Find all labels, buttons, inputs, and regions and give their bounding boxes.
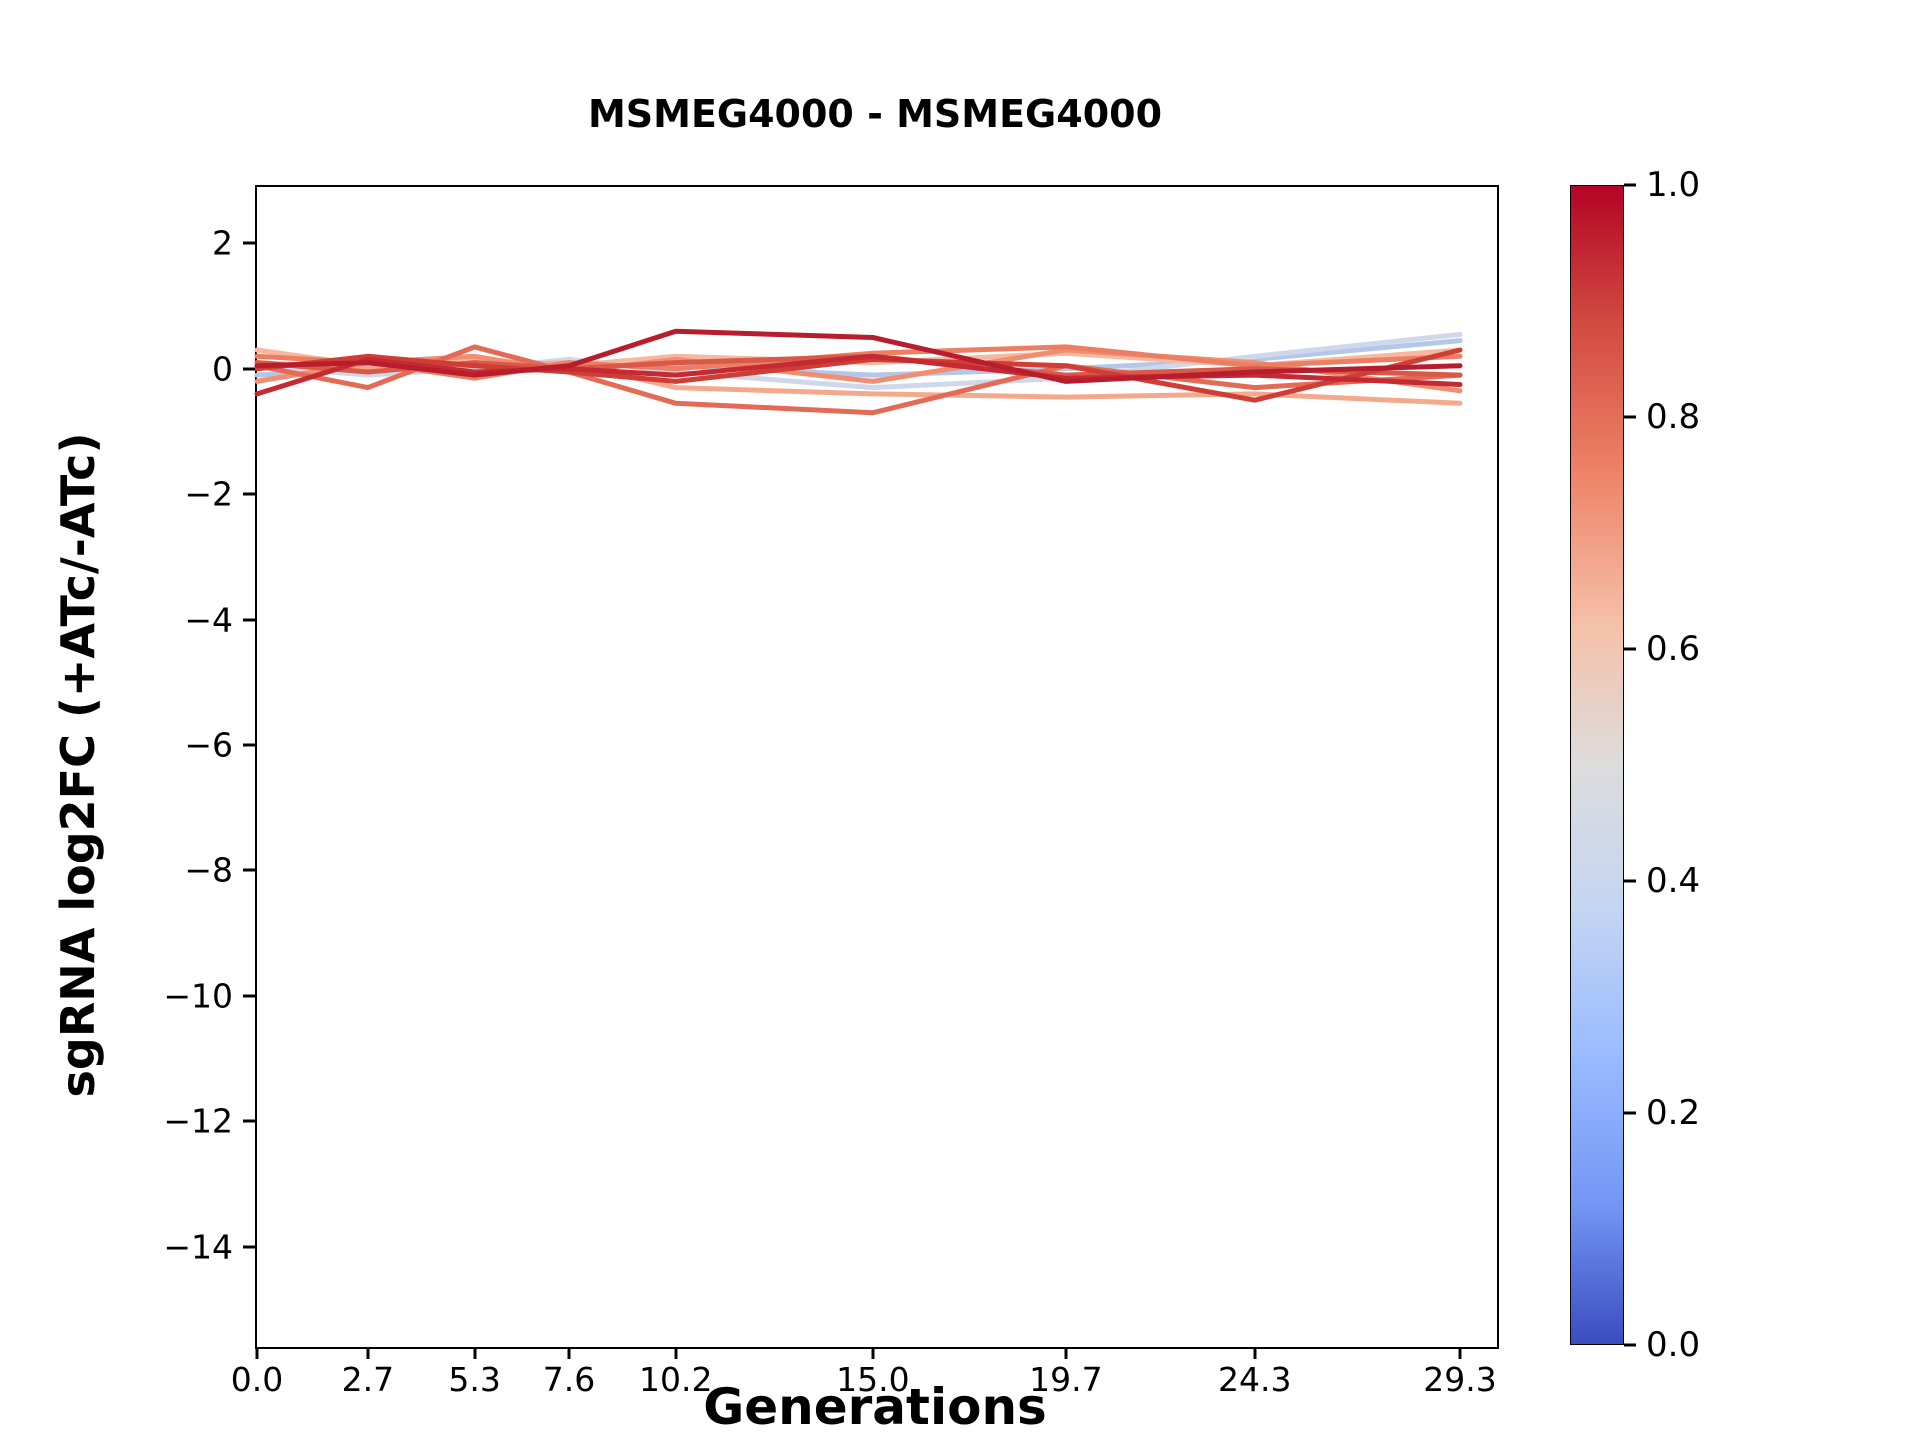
y-tick-label: −14	[163, 1227, 233, 1267]
line-series-canvas	[254, 328, 1463, 416]
plot-area: 2 0 −2 −4 −6 −8 −10 −12 −14 0.0 2.7 5.3 7.6 10.2 15.0 1…	[163, 185, 1499, 1396]
x-tick-label: 15.0	[836, 1360, 910, 1399]
y-axis-label: sgRNA log2FC (+ATc/-ATc)	[51, 432, 105, 1098]
x-tick-mark	[255, 1347, 259, 1359]
y-tick-mark	[243, 492, 255, 496]
x-tick-mark	[1064, 1347, 1068, 1359]
colorbar-tick-mark	[1624, 879, 1636, 883]
y-tick-mark	[243, 1119, 255, 1123]
x-tick-label: 29.3	[1423, 1360, 1497, 1399]
colorbar-tick-label: 0.4	[1646, 861, 1701, 901]
y-tick-mark	[243, 241, 255, 245]
y-tick-label: −8	[184, 850, 233, 890]
y-tick-label: −12	[163, 1101, 233, 1141]
x-tick-mark	[366, 1347, 370, 1359]
colorbar-tick-mark	[1624, 1111, 1636, 1115]
x-tick-mark	[473, 1347, 477, 1359]
y-tick-mark	[243, 743, 255, 747]
y-tick-label: 0	[212, 349, 233, 389]
x-tick-mark	[871, 1347, 875, 1359]
y-tick-mark	[243, 868, 255, 872]
x-tick-label: 5.3	[448, 1360, 501, 1399]
x-tick-label: 2.7	[341, 1360, 395, 1399]
x-tick-mark	[674, 1347, 678, 1359]
y-tick-mark	[243, 367, 255, 371]
colorbar-tick-label: 0.0	[1646, 1325, 1701, 1365]
colorbar-tick-mark	[1624, 1343, 1636, 1347]
colorbar-tick-mark	[1624, 647, 1636, 651]
x-tick-mark	[1253, 1347, 1257, 1359]
y-tick-label: 2	[212, 223, 233, 263]
colorbar-tick-label: 0.6	[1646, 629, 1701, 669]
y-tick-label: −10	[163, 976, 233, 1016]
colorbar-tick-label: 0.2	[1646, 1093, 1701, 1133]
y-tick-mark	[243, 1245, 255, 1249]
x-tick-label: 7.6	[542, 1360, 596, 1399]
x-tick-label: 19.7	[1029, 1360, 1103, 1399]
colorbar-tick-label: 0.8	[1646, 397, 1701, 437]
series-line-sgRNA-7	[254, 344, 1463, 416]
chart-title: MSMEG4000 - MSMEG4000	[587, 92, 1163, 136]
x-tick-mark	[567, 1347, 571, 1359]
colorbar-tick-label: 1.0	[1646, 165, 1701, 205]
series-line-sgRNA-11	[254, 328, 1463, 384]
y-tick-label: −6	[184, 725, 233, 765]
x-axis-label: Generations	[703, 1378, 1047, 1436]
x-tick-label: 10.2	[639, 1360, 713, 1399]
x-tick-label: 0.0	[230, 1360, 284, 1399]
colorbar-gradient	[1570, 185, 1624, 1345]
series-line-sgRNA-9	[254, 347, 1463, 403]
y-tick-mark	[243, 618, 255, 622]
x-tick-label: 24.3	[1217, 1360, 1292, 1399]
colorbar: 1.0 0.8 0.6 0.4 0.2 0.0	[1570, 168, 1700, 1362]
y-tick-mark	[243, 994, 255, 998]
y-tick-label: −2	[184, 474, 233, 514]
x-tick-mark	[1458, 1347, 1462, 1359]
colorbar-tick-mark	[1624, 415, 1636, 419]
y-tick-label: −4	[184, 600, 233, 640]
colorbar-tick-mark	[1624, 183, 1636, 187]
